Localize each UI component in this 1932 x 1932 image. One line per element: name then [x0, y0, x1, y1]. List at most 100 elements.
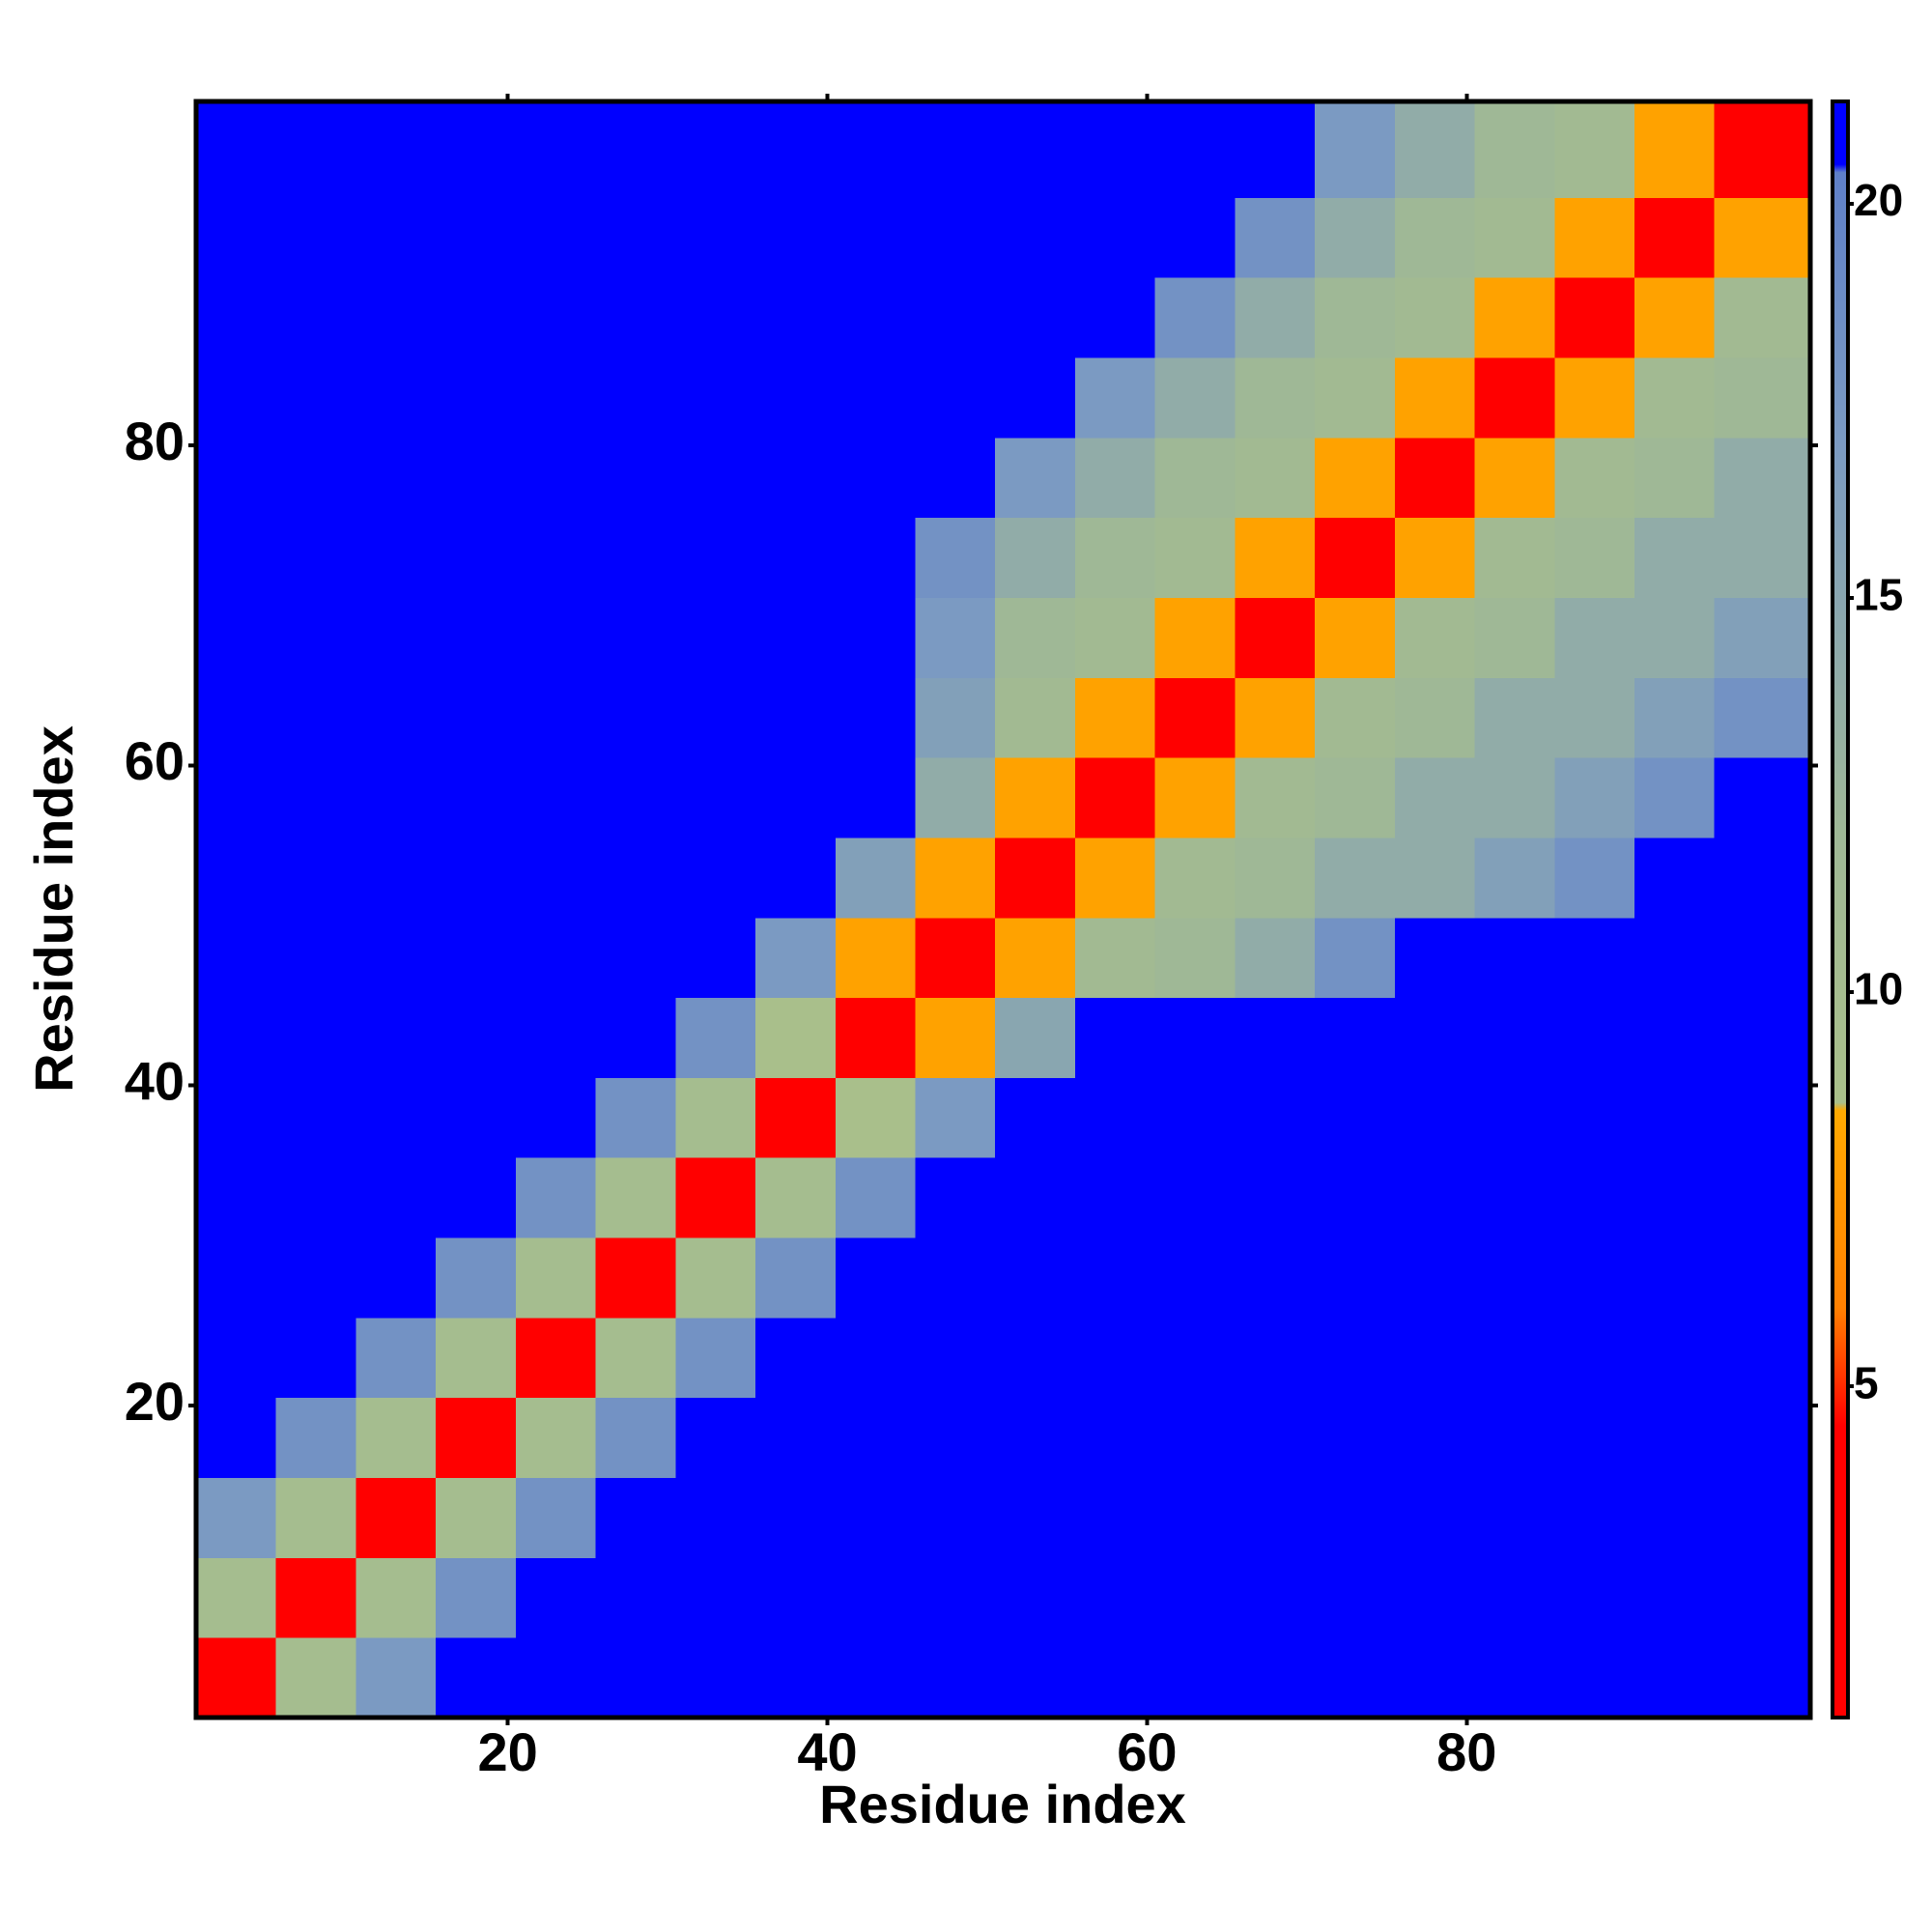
- heatmap-cell: [1154, 1557, 1236, 1638]
- heatmap-cell: [1634, 597, 1716, 678]
- heatmap-cell: [1474, 1557, 1555, 1638]
- heatmap-cell: [1074, 997, 1156, 1078]
- heatmap-cell: [1235, 1557, 1316, 1638]
- heatmap-cell: [1714, 1477, 1811, 1558]
- heatmap-cell: [1235, 757, 1316, 838]
- heatmap-cell: [275, 917, 356, 999]
- heatmap-cell: [1154, 437, 1236, 519]
- heatmap-cell: [915, 1157, 996, 1238]
- heatmap-cell: [275, 1397, 356, 1479]
- heatmap-cell: [915, 1637, 996, 1719]
- heatmap-cell: [1554, 517, 1635, 598]
- heatmap-cell: [915, 357, 996, 439]
- heatmap-cell: [1714, 997, 1811, 1078]
- heatmap-cell: [1634, 1077, 1716, 1158]
- heatmap-cell: [355, 357, 437, 439]
- heatmap-cell: [1394, 997, 1476, 1078]
- heatmap-cell: [1235, 1477, 1316, 1558]
- heatmap-cell: [1714, 1237, 1811, 1319]
- heatmap-cell: [995, 757, 1076, 838]
- heatmap-cell: [355, 757, 437, 838]
- heatmap-cell: [196, 277, 277, 358]
- colorbar-tick-label: 5: [1854, 1357, 1879, 1407]
- heatmap-cell: [1634, 757, 1716, 838]
- heatmap-cell: [355, 517, 437, 598]
- heatmap-cell: [915, 757, 996, 838]
- heatmap-cell: [595, 1077, 676, 1158]
- heatmap-cell: [1235, 357, 1316, 439]
- heatmap-cell: [1554, 101, 1635, 198]
- heatmap-cell: [515, 1637, 597, 1719]
- heatmap-cell: [755, 357, 837, 439]
- heatmap-cell: [1074, 1157, 1156, 1238]
- heatmap-cell: [995, 1637, 1076, 1719]
- heatmap-cell: [1394, 357, 1476, 439]
- heatmap-cell: [1394, 677, 1476, 758]
- heatmap-cell: [1074, 197, 1156, 278]
- heatmap-cell: [355, 1477, 437, 1558]
- heatmap-cell: [755, 1557, 837, 1638]
- heatmap-cell: [595, 357, 676, 439]
- heatmap-cell: [1235, 437, 1316, 519]
- heatmap-cell: [1714, 277, 1811, 358]
- heatmap-cell: [675, 197, 756, 278]
- heatmap-cell: [1074, 1557, 1156, 1638]
- heatmap-cell: [1315, 357, 1396, 439]
- heatmap-cell: [275, 997, 356, 1078]
- heatmap-cell: [675, 1077, 756, 1158]
- heatmap-cell: [755, 997, 837, 1078]
- heatmap-cell: [1074, 1397, 1156, 1479]
- heatmap-cell: [675, 101, 756, 198]
- heatmap-cell: [196, 197, 277, 278]
- heatmap-cell: [1554, 1477, 1635, 1558]
- heatmap-cell: [1714, 677, 1811, 758]
- heatmap-cell: [755, 677, 837, 758]
- heatmap-cell: [1154, 757, 1236, 838]
- heatmap-cell: [675, 1317, 756, 1399]
- heatmap-cell: [436, 101, 517, 198]
- heatmap-cell: [1235, 997, 1316, 1078]
- heatmap-cell: [915, 1237, 996, 1319]
- heatmap-cell: [515, 757, 597, 838]
- heatmap-cell: [915, 1557, 996, 1638]
- heatmap-cell: [1074, 517, 1156, 598]
- heatmap-cell: [595, 1477, 676, 1558]
- heatmap-cell: [835, 757, 917, 838]
- heatmap-cell: [1235, 197, 1316, 278]
- heatmap-cell: [275, 677, 356, 758]
- heatmap-cell: [1394, 1397, 1476, 1479]
- heatmap-cell: [1154, 1077, 1236, 1158]
- heatmap-cell: [1634, 1237, 1716, 1319]
- heatmap-cell: [1394, 597, 1476, 678]
- heatmap-cell: [995, 1557, 1076, 1638]
- heatmap-cell: [1474, 1317, 1555, 1399]
- heatmap-cell: [1554, 1397, 1635, 1479]
- heatmap-cell: [1154, 1477, 1236, 1558]
- heatmap-cell: [1554, 757, 1635, 838]
- heatmap-cell: [1154, 357, 1236, 439]
- heatmap-cell: [1554, 597, 1635, 678]
- heatmap-cell: [595, 597, 676, 678]
- heatmap-cell: [515, 1317, 597, 1399]
- heatmap-cell: [995, 357, 1076, 439]
- heatmap-cell: [275, 517, 356, 598]
- heatmap-cell: [1394, 1237, 1476, 1319]
- heatmap-cell: [1074, 101, 1156, 198]
- heatmap-cell: [1714, 597, 1811, 678]
- heatmap-cell: [1554, 1557, 1635, 1638]
- heatmap-cell: [196, 101, 277, 198]
- heatmap-cell: [1315, 437, 1396, 519]
- heatmap-cell: [675, 437, 756, 519]
- heatmap-cell: [275, 1237, 356, 1319]
- heatmap-cell: [196, 597, 277, 678]
- heatmap-cell: [1634, 917, 1716, 999]
- heatmap-cell: [1315, 597, 1396, 678]
- heatmap-cell: [1154, 917, 1236, 999]
- heatmap-cell: [355, 997, 437, 1078]
- heatmap-cell: [1235, 1157, 1316, 1238]
- heatmap-cell: [835, 1397, 917, 1479]
- heatmap-cell: [915, 1077, 996, 1158]
- heatmap-cell: [755, 1077, 837, 1158]
- heatmap-cell: [1474, 357, 1555, 439]
